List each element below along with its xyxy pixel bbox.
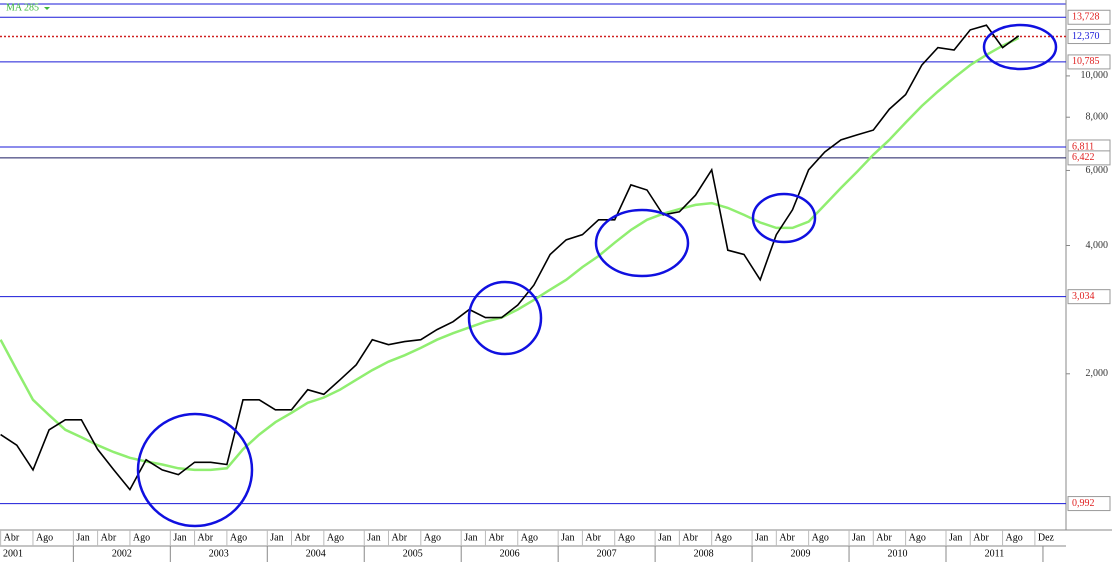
highlight-circle xyxy=(467,280,543,356)
level-label: 3,034 xyxy=(1072,291,1095,302)
year-label: 2004 xyxy=(306,548,326,559)
x-tick-label: Abr xyxy=(779,532,795,543)
year-label: 2011 xyxy=(985,548,1005,559)
y-tick-label: 10,000 xyxy=(1081,70,1109,81)
legend-label: MA 285 xyxy=(6,2,39,13)
x-tick-label: Abr xyxy=(876,532,892,543)
price-line xyxy=(0,24,1020,492)
highlight-circle xyxy=(594,208,690,278)
legend-arrow xyxy=(44,7,50,10)
x-tick-label: Ago xyxy=(909,532,926,543)
level-label-box xyxy=(1067,150,1111,166)
level-label: 0,992 xyxy=(1072,498,1095,509)
x-tick-label: Jan xyxy=(949,532,962,543)
y-tick-label: 4,000 xyxy=(1086,240,1109,251)
level-label: 12,370 xyxy=(1072,31,1100,42)
x-tick-label: Ago xyxy=(521,532,538,543)
year-label: 2001 xyxy=(3,548,23,559)
legend: MA 285 xyxy=(6,2,50,13)
y-tick-label: 2,000 xyxy=(1086,368,1109,379)
x-tick-label: Jan xyxy=(270,532,283,543)
x-tick-label: Ago xyxy=(715,532,732,543)
x-tick-label: Abr xyxy=(198,532,214,543)
x-tick-label: Abr xyxy=(682,532,698,543)
level-label: 10,785 xyxy=(1072,56,1100,67)
x-tick-label: Ago xyxy=(133,532,150,543)
x-tick-label: Ago xyxy=(1006,532,1023,543)
x-tick-label: Ago xyxy=(424,532,441,543)
year-label: 2005 xyxy=(403,548,423,559)
x-tick-label: Abr xyxy=(4,532,20,543)
x-tick-label: Ago xyxy=(812,532,829,543)
year-label: 2006 xyxy=(500,548,520,559)
x-tick-label: Abr xyxy=(101,532,117,543)
ma-line xyxy=(0,36,1020,472)
level-label-box xyxy=(1067,29,1111,45)
x-tick-label: Ago xyxy=(230,532,247,543)
x-tick-label: Abr xyxy=(391,532,407,543)
level-label: 6,811 xyxy=(1072,141,1094,152)
level-label: 6,422 xyxy=(1072,152,1095,163)
x-tick-label: Jan xyxy=(76,532,89,543)
x-tick-label: Jan xyxy=(852,532,865,543)
x-tick-label: Jan xyxy=(464,532,477,543)
level-label-box xyxy=(1067,9,1111,25)
level-label-box xyxy=(1067,289,1111,305)
highlight-circle xyxy=(982,23,1058,71)
level-label: 13,728 xyxy=(1072,12,1100,23)
year-label: 2009 xyxy=(791,548,811,559)
x-tick-label: Abr xyxy=(973,532,989,543)
year-label: 2003 xyxy=(209,548,229,559)
x-tick-label: Abr xyxy=(585,532,601,543)
year-label: 2007 xyxy=(597,548,617,559)
x-tick-label: Jan xyxy=(755,532,768,543)
level-label-box xyxy=(1067,496,1111,512)
x-tick-label: Jan xyxy=(367,532,380,543)
x-tick-label: Jan xyxy=(173,532,186,543)
level-label-box xyxy=(1067,54,1111,70)
year-label: 2010 xyxy=(888,548,908,559)
x-tick-label: Ago xyxy=(618,532,635,543)
x-tick-label: Dez xyxy=(1038,532,1055,543)
year-label: 2002 xyxy=(112,548,132,559)
x-tick-label: Abr xyxy=(488,532,504,543)
highlights xyxy=(136,23,1058,528)
highlight-circle xyxy=(136,412,254,528)
x-tick-label: Ago xyxy=(36,532,53,543)
y-tick-label: 6,000 xyxy=(1086,165,1109,176)
y-tick-label: 8,000 xyxy=(1086,112,1109,123)
x-tick-label: Ago xyxy=(327,532,344,543)
year-label: 2008 xyxy=(694,548,714,559)
x-tick-label: Jan xyxy=(658,532,671,543)
x-tick-label: Jan xyxy=(561,532,574,543)
x-tick-label: Abr xyxy=(295,532,311,543)
highlight-circle xyxy=(751,192,817,244)
